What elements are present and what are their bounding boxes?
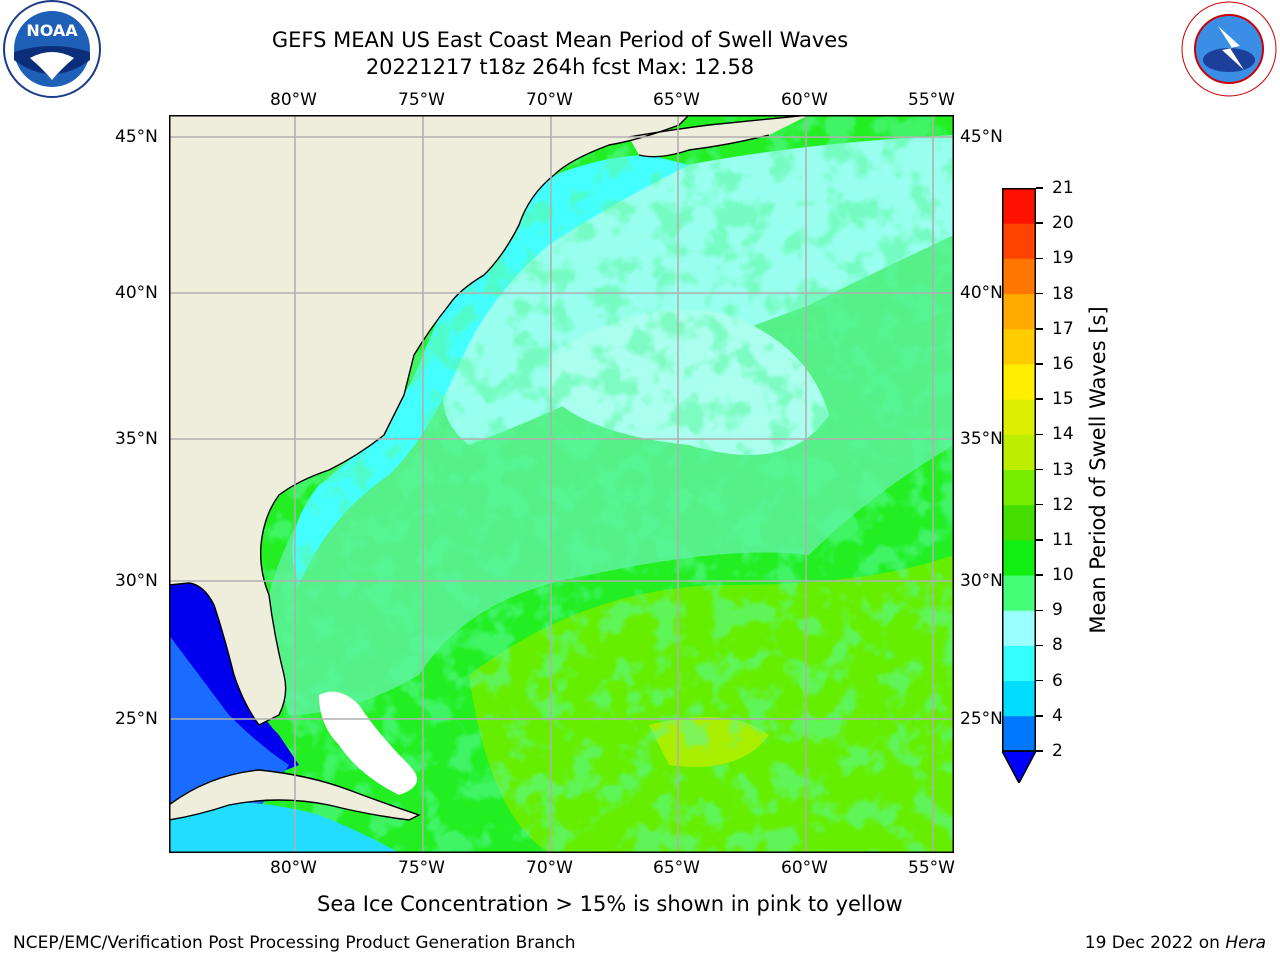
lon-label-bottom-80w: 80°W <box>270 858 317 878</box>
colorbar-tick-11: 11 <box>1052 529 1074 550</box>
colorbar-bin-19-20 <box>1002 223 1036 259</box>
lon-label-top-70w: 70°W <box>526 90 573 110</box>
caribbean-cyan <box>169 801 399 853</box>
colorbar-tick-mark-15 <box>1036 398 1043 400</box>
land-cuba <box>169 770 419 820</box>
colorbar-bin-10-11 <box>1002 539 1036 576</box>
colorbar-tick-mark-19 <box>1036 257 1043 260</box>
colorbar-tick-8: 8 <box>1052 635 1063 656</box>
colorbar-tick-21: 21 <box>1052 178 1074 198</box>
colorbar-tick-10: 10 <box>1052 565 1074 586</box>
lat-label-left-45n: 45°N <box>115 127 158 147</box>
colorbar-tick-mark-2 <box>1036 750 1043 752</box>
credit-text: NCEP/EMC/Verification Post Processing Pr… <box>13 933 576 953</box>
timestamp: 19 Dec 2022 on Hera <box>1085 933 1266 953</box>
lat-label-left-40n: 40°N <box>115 283 158 303</box>
bahamas-banks <box>319 691 417 795</box>
svg-text:NOAA: NOAA <box>26 21 78 40</box>
lat-label-right-35n: 35°N <box>960 429 1003 449</box>
colorbar-tick-mark-10 <box>1036 574 1043 576</box>
sea-ice-note: Sea Ice Concentration > 15% is shown in … <box>317 892 903 916</box>
land-nova-scotia <box>629 115 809 157</box>
colorbar-bin-11-12 <box>1002 504 1036 541</box>
lon-label-bottom-70w: 70°W <box>526 858 573 878</box>
colorbar-tick-2: 2 <box>1052 741 1063 761</box>
colorbar-tick-mark-6 <box>1036 679 1043 682</box>
colorbar-frame <box>1002 188 1036 752</box>
colorbar-tick-15: 15 <box>1052 389 1074 410</box>
lon-label-bottom-65w: 65°W <box>653 858 700 878</box>
chart-title: GEFS MEAN US East Coast Mean Period of S… <box>271 28 849 52</box>
colorbar-tick-mark-21 <box>1036 187 1043 189</box>
colorbar-tick-4: 4 <box>1052 705 1063 726</box>
colorbar-bin-2-4 <box>1002 715 1036 752</box>
lat-label-right-45n: 45°N <box>960 127 1003 147</box>
colorbar-bin-12-13 <box>1002 469 1036 506</box>
lat-label-left-25n: 25°N <box>115 709 158 729</box>
colorbar-tick-mark-13 <box>1036 468 1043 471</box>
lon-label-top-80w: 80°W <box>270 90 317 110</box>
lat-label-right-25n: 25°N <box>960 709 1003 729</box>
colorbar-bin-9-10 <box>1002 575 1036 611</box>
colorbar-tick-16: 16 <box>1052 353 1074 374</box>
graticule <box>169 115 954 853</box>
colorbar-bin-8-9 <box>1002 610 1036 646</box>
colorbar-tick-mark-16 <box>1036 363 1043 365</box>
colorbar-tick-13: 13 <box>1052 459 1074 480</box>
coastline-nova-scotia <box>628 115 810 158</box>
machine-name: Hera <box>1225 933 1266 953</box>
coastline <box>169 115 690 726</box>
colorbar-bin-13-14 <box>1002 434 1036 470</box>
lat-label-right-30n: 30°N <box>960 571 1003 591</box>
colorbar-bin-15-16 <box>1002 363 1036 400</box>
lon-label-top-75w: 75°W <box>398 90 445 110</box>
colorbar-bin-17-18 <box>1002 293 1036 330</box>
colorbar-bin-16-17 <box>1002 328 1036 365</box>
national-weather-service-logo-icon <box>1178 0 1280 98</box>
lon-label-bottom-75w: 75°W <box>398 858 445 878</box>
date-text: 19 Dec 2022 on <box>1084 933 1226 953</box>
colorbar-tick-mark-11 <box>1036 539 1043 541</box>
colorbar-extend-triangle <box>1002 750 1036 783</box>
colorbar-tick-20: 20 <box>1052 213 1074 234</box>
lon-label-bottom-60w: 60°W <box>781 858 828 878</box>
chart-subtitle: 20221217 t18z 264h fcst Max: 12.58 <box>365 55 755 79</box>
lat-label-left-30n: 30°N <box>115 571 158 591</box>
lon-label-top-55w: 55°W <box>908 90 955 110</box>
colorbar-tick-6: 6 <box>1052 670 1063 691</box>
colorbar-bin-14-15 <box>1002 399 1036 435</box>
lon-label-top-65w: 65°W <box>653 90 700 110</box>
colorbar-label: Mean Period of Swell Waves [s] <box>1086 306 1110 634</box>
lon-label-bottom-55w: 55°W <box>908 858 955 878</box>
colorbar-tick-mark-9 <box>1036 609 1043 611</box>
swell-period-map <box>169 115 954 853</box>
colorbar-tick-mark-4 <box>1036 715 1043 717</box>
colorbar-bin-6-8 <box>1002 645 1036 682</box>
colorbar-tick-mark-17 <box>1036 328 1043 330</box>
colorbar-bin-20-21 <box>1002 188 1036 224</box>
lat-label-left-35n: 35°N <box>115 429 158 449</box>
colorbar-bin-4-6 <box>1002 680 1036 717</box>
colorbar-tick-mark-20 <box>1036 222 1043 224</box>
colorbar <box>1002 188 1036 783</box>
colorbar-tick-mark-8 <box>1036 644 1043 647</box>
colorbar-tick-14: 14 <box>1052 424 1074 445</box>
coastline-cuba <box>169 769 421 821</box>
colorbar-tick-mark-18 <box>1036 292 1043 295</box>
colorbar-tick-mark-12 <box>1036 503 1043 506</box>
colorbar-tick-12: 12 <box>1052 494 1074 515</box>
colorbar-tick-17: 17 <box>1052 318 1074 339</box>
colorbar-tick-19: 19 <box>1052 248 1074 269</box>
land-north-america <box>169 115 689 725</box>
colorbar-tick-18: 18 <box>1052 283 1074 304</box>
lon-label-top-60w: 60°W <box>781 90 828 110</box>
noaa-logo-icon: NOAA <box>0 0 104 98</box>
colorbar-bin-18-19 <box>1002 258 1036 295</box>
colorbar-tick-9: 9 <box>1052 600 1063 621</box>
colorbar-tick-mark-14 <box>1036 433 1043 436</box>
lat-label-right-40n: 40°N <box>960 283 1003 303</box>
